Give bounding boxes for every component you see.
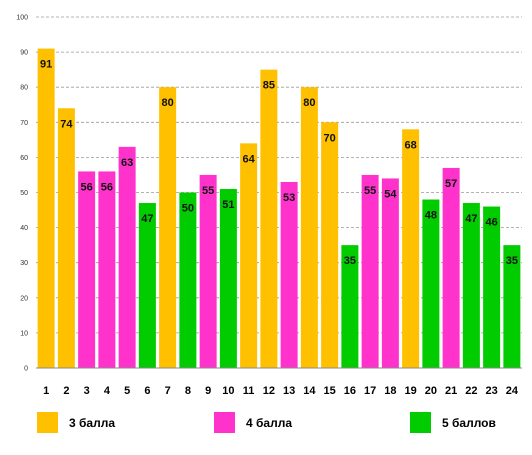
x-tick-label-18: 18 — [384, 385, 396, 397]
bar-23 — [483, 206, 501, 368]
x-tick-label-12: 12 — [263, 385, 275, 397]
x-tick-label-9: 9 — [205, 385, 211, 397]
data-label-4: 56 — [101, 181, 113, 193]
bar-11 — [240, 143, 258, 368]
y-tick-label: 40 — [20, 225, 28, 232]
x-tick-label-3: 3 — [84, 385, 90, 397]
data-label-5: 63 — [121, 157, 133, 169]
y-tick-label: 30 — [20, 260, 28, 267]
bars — [37, 48, 521, 369]
data-label-6: 47 — [141, 213, 153, 225]
x-tick-label-19: 19 — [405, 385, 417, 397]
x-tick-label-10: 10 — [222, 385, 234, 397]
x-tick-label-15: 15 — [324, 385, 336, 397]
bar-3 — [78, 171, 96, 368]
y-tick-label: 70 — [20, 120, 28, 127]
legend-label-5: 5 баллов — [442, 415, 496, 430]
bar-4 — [98, 171, 116, 368]
data-label-20: 48 — [425, 210, 437, 222]
x-tick-label-22: 22 — [465, 385, 477, 397]
data-label-3: 56 — [81, 181, 93, 193]
y-tick-label: 10 — [20, 330, 28, 337]
bar-19 — [402, 129, 420, 368]
data-label-12: 85 — [263, 80, 275, 92]
x-tick-label-11: 11 — [243, 385, 255, 397]
x-tick-label-16: 16 — [344, 385, 356, 397]
x-tick-label-2: 2 — [63, 385, 69, 397]
x-tick-label-24: 24 — [506, 385, 519, 397]
data-label-24: 35 — [506, 255, 518, 267]
data-label-22: 47 — [465, 213, 477, 225]
data-labels: 91 74 56 56 63 47 80 50 55 51 64 85 53 80 70 35 55 54 68 48… — [40, 59, 518, 268]
bar-5 — [118, 146, 136, 368]
x-tick-label-14: 14 — [303, 385, 316, 397]
y-axis-ticks: 0 10 20 30 40 50 60 70 80 90 100 — [16, 15, 28, 373]
data-label-18: 54 — [384, 188, 397, 200]
data-label-23: 46 — [486, 217, 498, 229]
y-tick-label: 60 — [20, 155, 28, 162]
x-tick-label-1: 1 — [43, 385, 49, 397]
y-tick-label: 80 — [20, 85, 28, 92]
legend-item-4: 4 балла — [214, 412, 292, 433]
bar-24 — [503, 245, 521, 368]
data-label-7: 80 — [162, 97, 174, 109]
legend-item-5: 5 баллов — [410, 412, 496, 433]
x-tick-label-20: 20 — [425, 385, 437, 397]
data-label-17: 55 — [364, 185, 376, 197]
bar-20 — [422, 199, 440, 368]
bar-16 — [341, 245, 359, 368]
legend-swatch-4 — [214, 412, 235, 433]
bar-21 — [442, 167, 460, 368]
data-label-14: 80 — [303, 97, 315, 109]
bar-12 — [260, 69, 278, 369]
data-label-9: 55 — [202, 185, 214, 197]
y-tick-label: 50 — [20, 190, 28, 197]
data-label-19: 68 — [405, 139, 417, 151]
x-tick-label-8: 8 — [185, 385, 191, 397]
x-tick-label-21: 21 — [445, 385, 457, 397]
bar-18 — [381, 178, 399, 368]
data-label-2: 74 — [60, 118, 73, 130]
legend: 3 балла 4 балла 5 баллов — [0, 412, 532, 442]
data-label-1: 91 — [40, 59, 52, 71]
legend-swatch-5 — [410, 412, 431, 433]
bar-2 — [57, 108, 75, 368]
bar-8 — [179, 192, 197, 368]
x-axis-ticks: 1 2 3 4 5 6 7 8 9 10 11 12 13 14 15 16 17 18 19 20 21 22 23 24 — [43, 385, 519, 397]
y-tick-label: 0 — [24, 366, 28, 373]
x-tick-label-13: 13 — [283, 385, 295, 397]
x-tick-label-17: 17 — [364, 385, 376, 397]
x-tick-label-23: 23 — [486, 385, 498, 397]
y-tick-label: 100 — [16, 15, 28, 22]
data-label-13: 53 — [283, 192, 295, 204]
bar-14 — [300, 87, 318, 368]
data-label-21: 57 — [445, 178, 457, 190]
y-tick-label: 20 — [20, 295, 28, 302]
bar-17 — [361, 174, 379, 368]
data-label-15: 70 — [324, 132, 336, 144]
legend-item-3: 3 балла — [37, 412, 115, 433]
bar-7 — [159, 87, 177, 368]
data-label-10: 51 — [222, 199, 234, 211]
data-label-8: 50 — [182, 203, 194, 215]
bar-1 — [37, 48, 55, 369]
bar-10 — [219, 188, 237, 368]
bar-6 — [138, 203, 156, 368]
x-tick-label-6: 6 — [144, 385, 150, 397]
data-label-16: 35 — [344, 255, 356, 267]
bar-13 — [280, 181, 298, 368]
bar-15 — [321, 122, 339, 368]
bar-9 — [199, 174, 217, 368]
bar-22 — [462, 203, 480, 368]
grid-lines — [36, 16, 522, 334]
legend-label-4: 4 балла — [246, 415, 293, 430]
x-tick-label-4: 4 — [104, 385, 111, 397]
data-label-11: 64 — [243, 153, 256, 165]
x-tick-label-5: 5 — [124, 385, 130, 397]
x-tick-label-7: 7 — [165, 385, 171, 397]
y-tick-label: 90 — [20, 50, 28, 57]
legend-swatch-3 — [37, 412, 58, 433]
legend-label-3: 3 балла — [69, 415, 116, 430]
